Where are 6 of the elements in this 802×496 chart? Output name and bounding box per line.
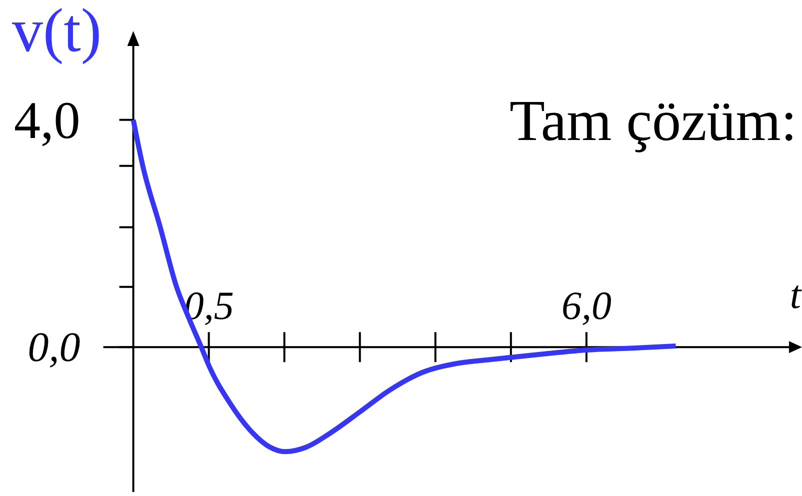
y-tick-label: 4,0 (14, 92, 80, 150)
y-tick-label: 0,0 (28, 325, 80, 372)
x-tick-label: 6,0 (561, 283, 612, 328)
x-axis-title: t (790, 272, 802, 318)
text: Tam çözüm: (510, 88, 797, 153)
y-axis-title: v(t) (12, 0, 102, 65)
